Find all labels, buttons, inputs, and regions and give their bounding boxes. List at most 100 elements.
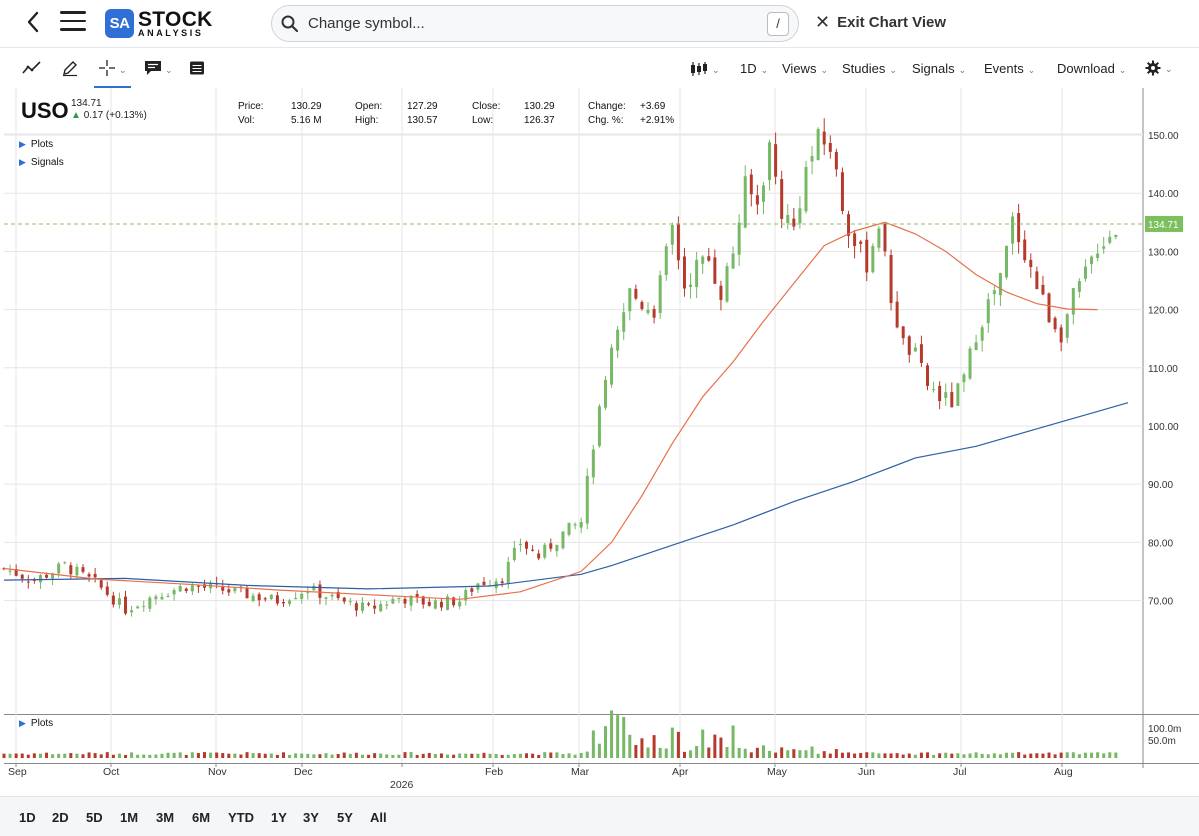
views-dropdown[interactable]: Views ⌄ bbox=[782, 61, 828, 76]
volume-bar bbox=[907, 753, 911, 758]
candle-body bbox=[944, 392, 948, 399]
volume-bar bbox=[409, 752, 413, 758]
candle-body bbox=[38, 575, 42, 583]
candle-body bbox=[567, 522, 571, 535]
range-5d-button[interactable]: 5D bbox=[86, 810, 103, 825]
volume-bar bbox=[919, 752, 923, 758]
candle-body bbox=[670, 225, 674, 245]
logo[interactable]: SA STOCK ANALYSIS bbox=[105, 8, 213, 38]
candle-body bbox=[275, 595, 279, 604]
settings-button[interactable]: ⌄ bbox=[1145, 60, 1173, 76]
range-all-button[interactable]: All bbox=[370, 810, 387, 825]
volume-bar bbox=[719, 737, 723, 758]
trend-line-tool[interactable] bbox=[22, 57, 42, 79]
candle-body bbox=[962, 374, 966, 383]
chevron-down-icon: ⌄ bbox=[119, 64, 127, 75]
candle-body bbox=[1041, 284, 1045, 295]
interval-dropdown[interactable]: 1D ⌄ bbox=[740, 61, 768, 76]
exit-chart-view-button[interactable]: ✕ Exit Chart View bbox=[815, 13, 946, 31]
volume-plots-toggle[interactable]: ▶ Plots bbox=[19, 718, 53, 729]
candle-body bbox=[895, 301, 899, 328]
range-3y-button[interactable]: 3Y bbox=[303, 810, 319, 825]
volume-bar bbox=[962, 754, 966, 758]
candle-body bbox=[20, 574, 24, 579]
volume-bar bbox=[427, 752, 431, 758]
annotation-tool[interactable]: ⌄ bbox=[144, 57, 173, 79]
range-1d-button[interactable]: 1D bbox=[19, 810, 36, 825]
volume-bar bbox=[421, 753, 425, 758]
price-chart[interactable]: 150.00 140.00 130.00 120.00 110.00 100.00 90.0… bbox=[0, 88, 1199, 788]
volume-bar bbox=[63, 753, 67, 758]
candle-body bbox=[834, 151, 838, 170]
volume-bar bbox=[616, 715, 620, 758]
x-tick-label: Mar bbox=[571, 766, 590, 778]
volume-bar bbox=[312, 754, 316, 758]
candle-body bbox=[840, 172, 844, 211]
volume-bar bbox=[950, 753, 954, 758]
logo-line2: ANALYSIS bbox=[138, 27, 204, 38]
plots-label: Plots bbox=[30, 139, 54, 150]
range-ytd-button[interactable]: YTD bbox=[228, 810, 254, 825]
range-5y-button[interactable]: 5Y bbox=[337, 810, 353, 825]
volume-bar bbox=[956, 753, 960, 758]
volume-bar bbox=[591, 730, 595, 758]
vol-value: 5.16 M bbox=[291, 115, 322, 126]
exit-chart-view-label: Exit Chart View bbox=[837, 13, 947, 31]
volume-plots-label: Plots bbox=[30, 718, 54, 729]
y-tick-label: 120.00 bbox=[1148, 306, 1179, 317]
volume-bar bbox=[403, 752, 407, 758]
range-1m-button[interactable]: 1M bbox=[120, 810, 139, 825]
volume-bar bbox=[196, 753, 200, 758]
hamburger-menu-icon[interactable] bbox=[60, 11, 86, 33]
x-tick-label: Dec bbox=[294, 766, 313, 778]
pencil-icon bbox=[63, 61, 77, 77]
candle-body bbox=[713, 257, 717, 284]
volume-bar bbox=[294, 753, 298, 758]
range-6m-button[interactable]: 6M bbox=[192, 810, 211, 825]
chart-type-button[interactable]: ⌄ bbox=[690, 61, 720, 77]
signals-dropdown[interactable]: Signals ⌄ bbox=[912, 61, 966, 76]
events-dropdown[interactable]: Events ⌄ bbox=[984, 61, 1035, 76]
volume-bar bbox=[93, 753, 97, 758]
range-2d-button[interactable]: 2D bbox=[52, 810, 69, 825]
studies-dropdown[interactable]: Studies ⌄ bbox=[842, 61, 897, 76]
price-change-value: 0.17 (+0.13%) bbox=[83, 110, 147, 121]
candle-body bbox=[701, 256, 705, 264]
candle-body bbox=[421, 596, 425, 605]
candle-body bbox=[1114, 234, 1118, 238]
back-icon[interactable] bbox=[22, 10, 46, 34]
volume-bar bbox=[452, 754, 456, 758]
volume-bar bbox=[707, 747, 711, 758]
download-dropdown[interactable]: Download ⌄ bbox=[1057, 61, 1126, 76]
volume-bar bbox=[488, 753, 492, 758]
candle-body bbox=[810, 156, 814, 162]
volume-bar bbox=[105, 752, 109, 758]
gear-icon bbox=[1145, 60, 1161, 76]
candle-body bbox=[640, 301, 644, 309]
volume-bar bbox=[689, 750, 693, 758]
draw-tool[interactable] bbox=[61, 57, 79, 79]
volume-bar bbox=[1047, 752, 1051, 758]
volume-bar bbox=[992, 753, 996, 758]
volume-bar bbox=[1023, 754, 1027, 758]
volume-bar bbox=[877, 753, 881, 758]
candle-body bbox=[780, 179, 784, 219]
volume-bar bbox=[670, 727, 674, 758]
range-1y-button[interactable]: 1Y bbox=[271, 810, 287, 825]
volume-bar bbox=[585, 751, 589, 758]
range-3m-button[interactable]: 3M bbox=[156, 810, 175, 825]
search-shortcut-key: / bbox=[767, 12, 789, 36]
candle-body bbox=[14, 568, 18, 576]
volume-bar bbox=[470, 753, 474, 758]
volume-bar bbox=[695, 746, 699, 758]
crosshair-tool[interactable]: ⌄ bbox=[94, 57, 131, 88]
volume-bar bbox=[822, 751, 826, 758]
volume-bar bbox=[938, 753, 942, 758]
table-tool[interactable] bbox=[189, 57, 205, 79]
plots-toggle[interactable]: ▶ Plots bbox=[19, 139, 53, 150]
search-input[interactable]: Change symbol... / bbox=[271, 5, 799, 42]
candle-body bbox=[452, 597, 456, 606]
volume-tick-label: 100.0m bbox=[1148, 724, 1181, 735]
signals-toggle[interactable]: ▶ Signals bbox=[19, 157, 64, 168]
volume-bar bbox=[257, 753, 261, 758]
